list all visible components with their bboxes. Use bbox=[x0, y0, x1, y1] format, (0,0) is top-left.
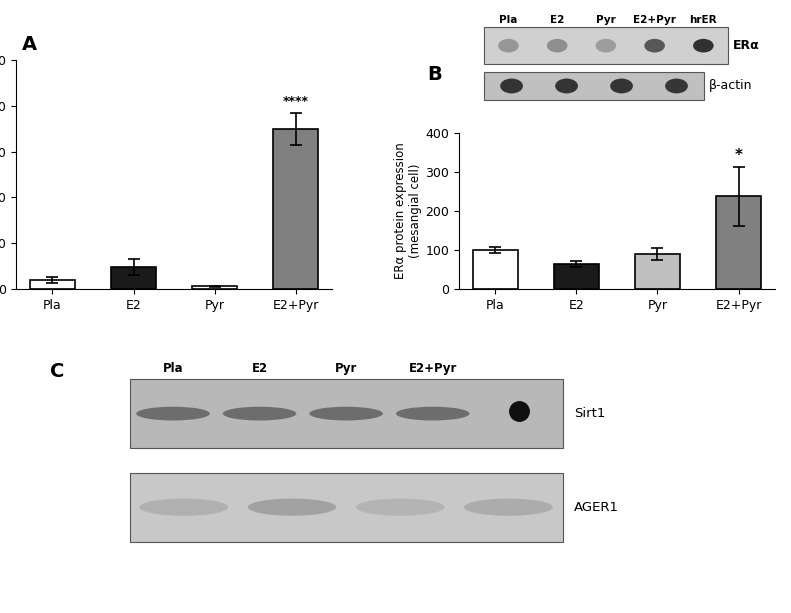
Bar bbox=[30, 280, 75, 289]
Ellipse shape bbox=[610, 78, 633, 93]
Text: Pla: Pla bbox=[163, 362, 184, 375]
Bar bbox=[130, 473, 562, 542]
Text: Pla: Pla bbox=[499, 15, 517, 25]
Ellipse shape bbox=[464, 498, 553, 516]
Text: C: C bbox=[51, 362, 65, 381]
Ellipse shape bbox=[500, 78, 523, 93]
Bar bbox=[484, 72, 704, 101]
Ellipse shape bbox=[498, 39, 519, 53]
Bar bbox=[716, 196, 761, 289]
Text: *: * bbox=[735, 148, 743, 163]
Text: β-actin: β-actin bbox=[709, 80, 752, 93]
Text: B: B bbox=[427, 65, 442, 84]
Text: Pyr: Pyr bbox=[335, 362, 358, 375]
Text: E2: E2 bbox=[252, 362, 267, 375]
Text: ERα: ERα bbox=[732, 39, 759, 52]
Text: Pyr: Pyr bbox=[596, 15, 615, 25]
Text: Sirt1: Sirt1 bbox=[574, 407, 605, 420]
Ellipse shape bbox=[555, 78, 578, 93]
Text: E2: E2 bbox=[550, 15, 564, 25]
Ellipse shape bbox=[139, 498, 228, 516]
Ellipse shape bbox=[396, 406, 470, 421]
Text: hrER: hrER bbox=[690, 15, 717, 25]
Text: AGER1: AGER1 bbox=[574, 501, 619, 514]
Ellipse shape bbox=[248, 498, 336, 516]
Ellipse shape bbox=[665, 78, 688, 93]
Bar bbox=[130, 379, 562, 448]
Ellipse shape bbox=[645, 39, 665, 53]
Y-axis label: ERα protein expression
(mesangial cell): ERα protein expression (mesangial cell) bbox=[395, 143, 422, 280]
Ellipse shape bbox=[693, 39, 713, 53]
Ellipse shape bbox=[309, 406, 383, 421]
Text: E2+Pyr: E2+Pyr bbox=[408, 362, 457, 375]
Text: E2+Pyr: E2+Pyr bbox=[633, 15, 676, 25]
Bar bbox=[192, 286, 237, 289]
Ellipse shape bbox=[356, 498, 445, 516]
Bar bbox=[112, 267, 156, 289]
Bar bbox=[473, 250, 518, 289]
Ellipse shape bbox=[596, 39, 616, 53]
Text: A: A bbox=[22, 34, 37, 53]
Bar bbox=[554, 264, 599, 289]
Ellipse shape bbox=[547, 39, 567, 53]
Bar bbox=[484, 27, 728, 64]
Bar bbox=[635, 254, 679, 289]
Ellipse shape bbox=[223, 406, 297, 421]
Text: ****: **** bbox=[282, 95, 308, 108]
Bar bbox=[273, 129, 318, 289]
Ellipse shape bbox=[136, 406, 210, 421]
